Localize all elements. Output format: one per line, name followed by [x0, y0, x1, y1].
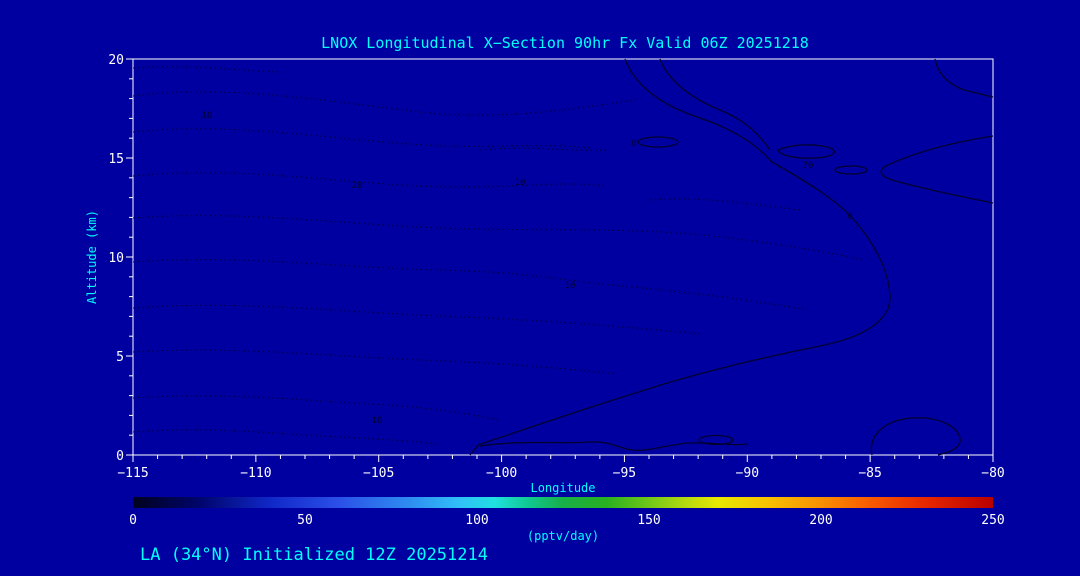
initialization-label: LA (34°N) Initialized 12Z 20251214 — [140, 545, 488, 565]
y-axis-tick-labels: 0 5 10 15 20 — [108, 53, 124, 464]
colorbar-tick-label: 50 — [297, 513, 313, 528]
x-tick-label: −105 — [363, 466, 394, 481]
contour-label: 0 — [847, 212, 852, 222]
contour-label: 0 — [631, 139, 636, 149]
contour-value-labels: 10 20 10 0 70 0 10 10 — [202, 111, 853, 426]
x-axis-title: Longitude — [530, 481, 595, 495]
x-tick-label: −85 — [858, 466, 881, 481]
y-tick-label: 0 — [116, 449, 124, 464]
colorbar — [133, 497, 993, 508]
x-axis-tick-labels: −115 −110 −105 −100 −95 −90 −85 −80 — [117, 466, 1004, 481]
x-tick-label: −115 — [117, 466, 148, 481]
contour-label: 70 — [803, 161, 814, 171]
x-tick-label: −100 — [486, 466, 517, 481]
contour-label: 10 — [515, 178, 526, 188]
x-tick-label: −80 — [981, 466, 1004, 481]
colorbar-tick-label: 0 — [129, 513, 137, 528]
colorbar-tick-label: 200 — [809, 513, 832, 528]
plot-frame — [132, 58, 994, 456]
colorbar-tick-label: 150 — [637, 513, 660, 528]
x-tick-label: −110 — [240, 466, 271, 481]
y-tick-label: 5 — [116, 350, 124, 365]
colorbar-units-label: (pptv/day) — [527, 529, 599, 543]
contour-lines-dotted — [132, 66, 863, 445]
colorbar-tick-label: 100 — [465, 513, 488, 528]
contour-label: 10 — [565, 281, 576, 291]
colorbar-tick-label: 250 — [981, 513, 1004, 528]
contour-label: 10 — [202, 111, 213, 121]
contour-lines-solid — [469, 58, 994, 456]
y-tick-label: 20 — [108, 53, 124, 68]
x-tick-label: −95 — [613, 466, 636, 481]
x-tick-label: −90 — [736, 466, 759, 481]
contour-label: 20 — [352, 181, 363, 191]
contour-label: 10 — [372, 416, 383, 426]
colorbar-tick-labels: 0 50 100 150 200 250 — [129, 513, 1005, 528]
y-tick-label: 10 — [108, 251, 124, 266]
axis-ticks — [126, 58, 994, 462]
y-axis-title: Altitude (km) — [85, 210, 99, 304]
chart-title: LNOX Longitudinal X−Section 90hr Fx Vali… — [321, 34, 809, 52]
y-tick-label: 15 — [108, 152, 124, 167]
